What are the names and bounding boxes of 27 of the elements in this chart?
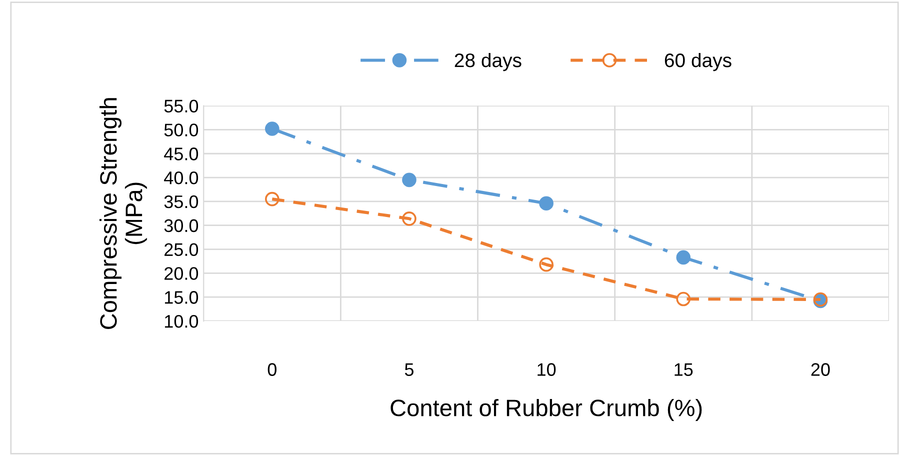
y-tick-label: 15.0 — [164, 291, 198, 304]
point — [265, 122, 280, 136]
y-tick-label: 10.0 — [164, 314, 198, 328]
x-tick-label: 20 — [811, 363, 830, 376]
point — [265, 192, 280, 206]
legend-label: 60 days — [664, 52, 732, 72]
x-axis-title: Content of Rubber Crumb (%) — [390, 398, 702, 421]
point — [676, 250, 691, 265]
y-tick-label: 50.0 — [164, 124, 198, 136]
point — [539, 257, 554, 272]
y-tick-label: 25.0 — [164, 243, 198, 256]
y-tick-label: 40.0 — [164, 171, 198, 184]
point — [402, 212, 416, 226]
point — [676, 292, 691, 306]
x-tick-label: 0 — [268, 363, 276, 376]
x-tick-label: 15 — [674, 363, 693, 376]
legend-label: 28 days — [454, 52, 522, 72]
y-tick-label: 30.0 — [164, 219, 198, 232]
y-tick-label: 20.0 — [164, 267, 198, 280]
y-axis-title: Compressive Strength (MPa) — [100, 98, 147, 329]
y-tick-label: 55.0 — [164, 100, 198, 113]
y-tick-label: 45.0 — [164, 148, 198, 160]
point — [539, 196, 554, 211]
x-tick-label: 5 — [404, 363, 414, 376]
point — [402, 172, 416, 188]
x-tick-label: 10 — [538, 363, 556, 376]
y-tick-label: 35.0 — [164, 195, 198, 208]
